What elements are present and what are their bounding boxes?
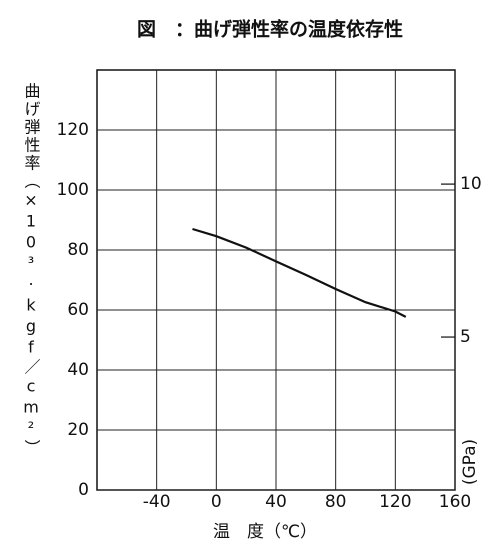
chart-title: 図 ：曲げ弾性率の温度依存性 [137,18,403,41]
y-axis-label: 曲げ弾性率（×10³·kgf／cm²） [22,83,41,458]
y-tick-label: 100 [57,180,89,200]
y-tick-label: 120 [57,120,89,140]
x-tick-label: -40 [143,492,171,512]
y2-tick-label: 5 [460,327,471,347]
y-tick-label: 20 [67,420,89,440]
x-tick-label: 120 [379,492,411,512]
y-tick-label: 0 [78,480,89,500]
y-tick-label: 40 [67,360,89,380]
y2-axis-label: (GPa) [460,439,480,485]
y2-tick-label: 10 [460,174,482,194]
x-tick-label: 0 [211,492,222,512]
x-axis-label: 温 度（℃） [213,522,317,542]
y-tick-label: 60 [67,300,89,320]
x-tick-label: 40 [265,492,287,512]
x-tick-label: 160 [439,492,471,512]
x-tick-label: 80 [325,492,347,512]
y-tick-label: 80 [67,240,89,260]
data-line [192,227,407,318]
